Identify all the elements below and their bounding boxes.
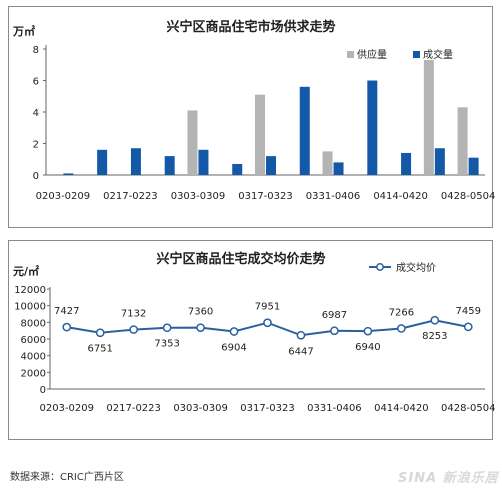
price-point bbox=[229, 327, 239, 336]
price-data-label: 8253 bbox=[422, 331, 447, 342]
avg-price-chart-panel: 兴宁区商品住宅成交均价走势元/㎡ 0 2000 4000 6000 8000 10000 12… bbox=[8, 240, 496, 440]
x-tick-label: 0317-0323 bbox=[238, 191, 293, 202]
price-data-label: 7427 bbox=[54, 306, 79, 317]
y-tick-label: 0 bbox=[40, 385, 46, 396]
sina-leju-watermark: SINA 新浪乐居 bbox=[398, 471, 499, 486]
price-data-label: 6987 bbox=[322, 310, 347, 321]
x-tick-label: 0331-0406 bbox=[307, 403, 362, 414]
deal-bar bbox=[367, 80, 378, 175]
y-tick-label: 12000 bbox=[14, 285, 46, 296]
x-tick-label: 0428-0504 bbox=[441, 403, 496, 414]
price-data-label: 6904 bbox=[221, 342, 246, 353]
y-tick-label: 6000 bbox=[21, 335, 46, 346]
deal-bar bbox=[164, 156, 175, 175]
price-point bbox=[363, 326, 373, 336]
deal-bar bbox=[130, 148, 141, 175]
x-tick-label: 0203-0209 bbox=[39, 403, 94, 414]
deal-bar bbox=[63, 173, 74, 175]
price-point bbox=[162, 323, 172, 333]
price-data-label: 7951 bbox=[255, 302, 280, 313]
y-tick-label: 8000 bbox=[21, 318, 46, 329]
supply-bar bbox=[322, 151, 333, 175]
deal-bar bbox=[97, 149, 108, 175]
price-point bbox=[196, 323, 205, 333]
legend-marker-price bbox=[376, 263, 384, 271]
y-tick-label: 10000 bbox=[14, 302, 46, 313]
price-point bbox=[95, 328, 105, 338]
supply-bar bbox=[255, 94, 265, 175]
x-tick-label: 0203-0209 bbox=[36, 191, 91, 202]
y-tick-label: 4000 bbox=[21, 352, 46, 363]
x-tick-label: 0428-0504 bbox=[441, 191, 496, 202]
price-data-label: 7459 bbox=[456, 306, 481, 317]
y-tick-label: 6 bbox=[33, 77, 39, 88]
legend-label-price: 成交均价 bbox=[396, 261, 436, 274]
x-tick-label: 0217-0223 bbox=[106, 403, 161, 414]
deal-bar bbox=[401, 152, 412, 175]
price-point bbox=[430, 315, 440, 325]
deal-bar bbox=[299, 86, 310, 175]
x-tick-label: 0414-0420 bbox=[374, 403, 429, 414]
y-tick-label: 2000 bbox=[21, 368, 46, 379]
y-axis-unit: 元/㎡ bbox=[13, 264, 39, 278]
data-source-note: 数据来源：CRIC广西片区 bbox=[10, 472, 124, 483]
legend-swatch-supply bbox=[347, 51, 354, 58]
deal-bar bbox=[468, 157, 479, 175]
supply-demand-chart-panel: 兴宁区商品住宅市场供求走势 万㎡ 0 2 4 6 8 0203-0209 0217-0223 03… bbox=[8, 6, 496, 228]
x-tick-label: 0317-0323 bbox=[240, 403, 295, 414]
price-data-label: 7360 bbox=[188, 307, 213, 318]
price-data-label: 6751 bbox=[87, 344, 112, 355]
deal-bar bbox=[198, 149, 209, 175]
legend-label-deal: 成交量 bbox=[423, 48, 453, 61]
price-point bbox=[62, 322, 72, 332]
x-tick-label: 0303-0309 bbox=[171, 191, 226, 202]
supply-bar bbox=[187, 110, 198, 175]
price-point bbox=[129, 325, 139, 334]
price-point bbox=[296, 330, 306, 340]
price-point bbox=[463, 322, 473, 332]
price-data-label: 7266 bbox=[389, 307, 414, 318]
legend-label-supply: 供应量 bbox=[357, 48, 387, 61]
deal-bar bbox=[232, 163, 243, 175]
deal-bar bbox=[333, 162, 344, 175]
supply-bar bbox=[457, 107, 468, 175]
price-data-label: 6447 bbox=[288, 346, 313, 357]
price-data-label: 7132 bbox=[121, 309, 146, 320]
price-data-label: 7353 bbox=[154, 339, 179, 350]
x-tick-label: 0217-0223 bbox=[103, 191, 158, 202]
deal-bar bbox=[434, 148, 445, 175]
supply-bar bbox=[423, 60, 434, 175]
y-axis-unit: 万㎡ bbox=[12, 24, 35, 38]
y-tick-label: 8 bbox=[33, 45, 39, 56]
deal-bar bbox=[266, 156, 276, 175]
price-point bbox=[396, 324, 406, 333]
y-tick-label: 2 bbox=[33, 140, 39, 151]
price-data-label: 6940 bbox=[355, 342, 380, 353]
y-tick-label: 0 bbox=[33, 171, 39, 182]
supply-demand-chart: 兴宁区商品住宅市场供求走势 万㎡ 0 2 4 6 8 0203-0209 0217-0223 03… bbox=[12, 19, 496, 202]
x-tick-label: 0303-0309 bbox=[173, 403, 228, 414]
y-tick-label: 4 bbox=[33, 108, 39, 119]
price-point bbox=[263, 318, 272, 328]
x-tick-label: 0331-0406 bbox=[306, 191, 361, 202]
x-tick-label: 0414-0420 bbox=[373, 191, 428, 202]
chart-title: 兴宁区商品住宅成交均价走势 bbox=[156, 251, 325, 267]
legend-swatch-deal bbox=[413, 51, 420, 58]
chart-title: 兴宁区商品住宅市场供求走势 bbox=[166, 19, 335, 35]
price-point bbox=[330, 326, 339, 336]
